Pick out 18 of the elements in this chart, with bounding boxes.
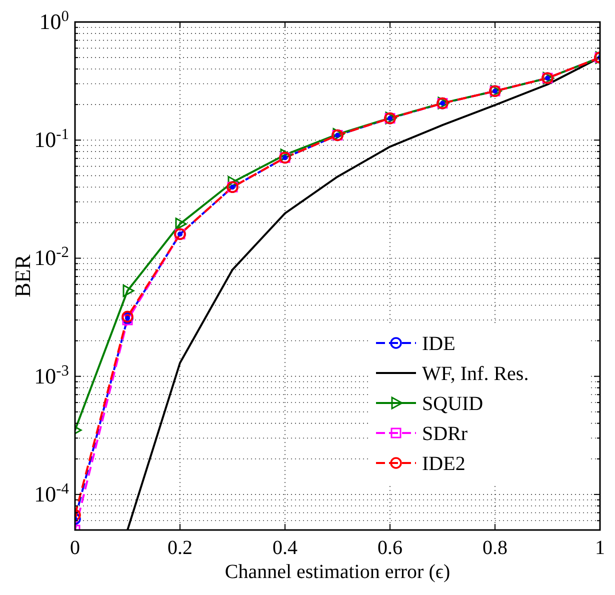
y-tick-label: 10$^{-4}$	[34, 480, 70, 506]
legend-label: SDRr	[422, 423, 468, 445]
x-tick-label: 1	[595, 537, 605, 559]
x-tick-label: 0.2	[168, 537, 192, 559]
x-axis-title: Channel estimation error (ϵ)	[224, 561, 450, 583]
y-axis-title: BER	[10, 254, 35, 298]
legend-label: IDE2	[422, 453, 466, 475]
y-tick-label: 10$^{0}$	[39, 8, 70, 34]
x-tick-label: 0	[70, 537, 80, 559]
y-tick-label: 10$^{-3}$	[34, 362, 70, 388]
x-tick-label: 0.4	[272, 537, 298, 559]
y-tick-label: 10$^{-2}$	[34, 244, 69, 270]
x-tick-label: 0.6	[378, 537, 402, 559]
legend-label: WF, Inf. Res.	[422, 363, 529, 385]
legend-label: IDE	[422, 333, 456, 355]
y-tick-label: 10$^{-1}$	[34, 126, 69, 152]
x-tick-label: 0.8	[482, 537, 508, 559]
legend-label: SQUID	[422, 393, 484, 415]
